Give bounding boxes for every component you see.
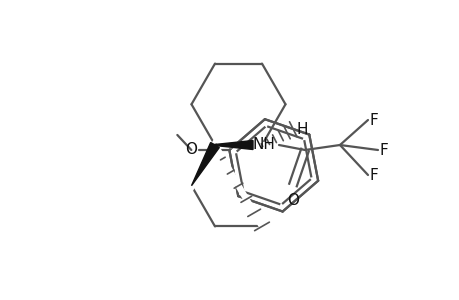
- Text: F: F: [369, 167, 378, 182]
- Polygon shape: [191, 142, 219, 186]
- Text: H: H: [296, 122, 307, 137]
- Text: F: F: [379, 142, 388, 158]
- Text: NH: NH: [252, 136, 275, 152]
- Text: F: F: [369, 112, 378, 128]
- Polygon shape: [210, 140, 252, 149]
- Text: O: O: [185, 142, 197, 158]
- Text: O: O: [286, 193, 298, 208]
